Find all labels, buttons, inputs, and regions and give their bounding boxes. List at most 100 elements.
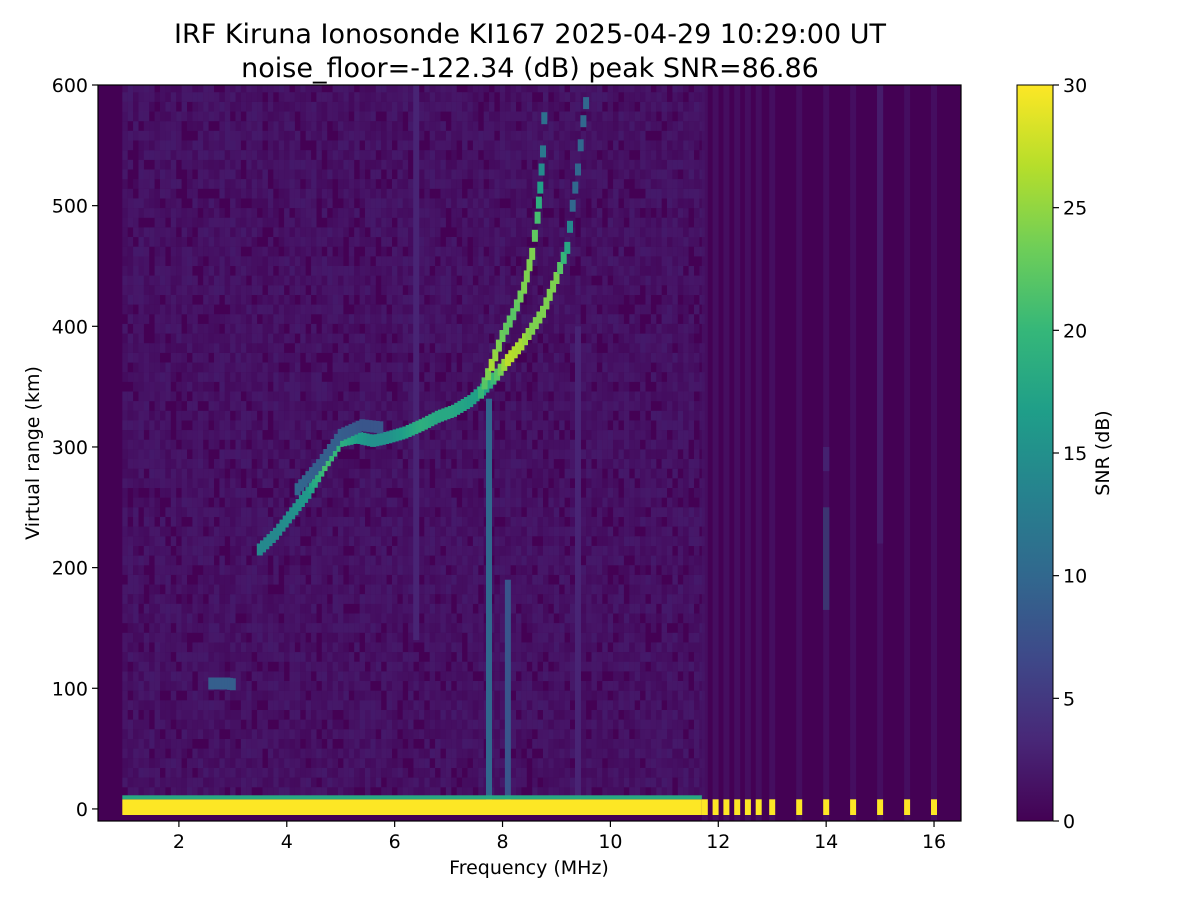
- noise-cell: [516, 111, 522, 122]
- noise-cell: [214, 623, 220, 633]
- noise-cell: [267, 642, 274, 653]
- noise-cell: [386, 111, 392, 122]
- noise-cell: [397, 555, 403, 566]
- noise-cell: [219, 150, 225, 160]
- noise-cell: [381, 681, 387, 691]
- noise-cell: [424, 488, 430, 498]
- noise-cell: [311, 516, 317, 527]
- noise-cell: [505, 150, 511, 160]
- noise-cell: [381, 362, 387, 373]
- noise-cell: [138, 536, 144, 546]
- noise-cell: [278, 294, 285, 305]
- noise-cell: [462, 333, 468, 344]
- noise-cell: [472, 632, 479, 643]
- noise-cell: [224, 584, 231, 595]
- noise-cell: [267, 681, 274, 691]
- noise-cell: [257, 748, 263, 759]
- noise-cell: [472, 488, 479, 498]
- noise-cell: [408, 710, 414, 720]
- noise-cell: [262, 294, 268, 305]
- noise-cell: [133, 632, 139, 643]
- noise-cell: [327, 777, 333, 788]
- noise-cell: [203, 478, 209, 488]
- noise-cell: [267, 671, 274, 682]
- noise-cell: [365, 217, 371, 228]
- noise-cell: [127, 92, 134, 102]
- noise-cell: [370, 565, 376, 575]
- noise-cell: [483, 198, 490, 209]
- noise-cell: [478, 642, 484, 653]
- noise-cell: [532, 710, 538, 720]
- noise-cell: [214, 169, 220, 180]
- noise-cell: [214, 661, 220, 672]
- noise-cell: [489, 314, 495, 324]
- noise-cell: [343, 710, 349, 720]
- noise-cell: [262, 468, 268, 479]
- noise-cell: [176, 613, 182, 624]
- noise-cell: [278, 430, 285, 440]
- noise-cell: [359, 488, 365, 498]
- noise-cell: [257, 343, 263, 353]
- noise-cell: [354, 632, 360, 643]
- noise-cell: [143, 188, 150, 199]
- noise-cell: [300, 545, 306, 556]
- noise-cell: [510, 169, 516, 180]
- noise-cell: [305, 681, 312, 691]
- noise-cell: [343, 536, 349, 546]
- noise-cell: [505, 121, 511, 131]
- noise-cell: [165, 362, 171, 373]
- noise-cell: [246, 391, 252, 402]
- noise-cell: [122, 256, 128, 266]
- noise-cell: [208, 603, 214, 614]
- noise-cell: [435, 748, 441, 759]
- noise-cell: [354, 613, 360, 624]
- noise-cell: [122, 642, 128, 653]
- noise-cell: [149, 449, 155, 460]
- noise-cell: [370, 352, 376, 363]
- noise-cell: [332, 507, 338, 517]
- noise-cell: [170, 352, 177, 363]
- noise-cell: [203, 323, 209, 334]
- noise-cell: [327, 787, 333, 797]
- noise-cell: [359, 92, 365, 102]
- noise-cell: [197, 227, 204, 238]
- noise-cell: [365, 584, 371, 595]
- noise-cell: [386, 323, 392, 334]
- noise-cell: [365, 333, 371, 344]
- noise-cell: [516, 410, 522, 421]
- noise-cell: [381, 420, 387, 431]
- noise-cell: [472, 188, 479, 199]
- noise-cell: [392, 603, 398, 614]
- noise-cell: [321, 729, 328, 739]
- noise-cell: [187, 526, 193, 537]
- noise-cell: [305, 420, 312, 431]
- noise-cell: [365, 603, 371, 614]
- noise-cell: [418, 217, 425, 228]
- noise-cell: [327, 159, 333, 170]
- noise-cell: [467, 294, 473, 305]
- noise-cell: [435, 140, 441, 151]
- noise-cell: [526, 603, 533, 614]
- noise-cell: [230, 198, 236, 209]
- noise-cell: [294, 140, 301, 151]
- noise-cell: [160, 101, 166, 112]
- noise-cell: [138, 169, 144, 180]
- noise-cell: [370, 574, 376, 585]
- noise-cell: [122, 266, 128, 276]
- noise-cell: [510, 642, 516, 653]
- noise-cell: [510, 516, 516, 527]
- noise-cell: [192, 285, 198, 295]
- noise-cell: [386, 758, 392, 768]
- noise-cell: [181, 391, 187, 402]
- noise-cell: [208, 623, 214, 633]
- noise-cell: [332, 478, 338, 488]
- noise-cell: [138, 343, 144, 353]
- noise-cell: [289, 275, 295, 286]
- noise-cell: [429, 710, 436, 720]
- noise-cell: [138, 285, 144, 295]
- noise-cell: [359, 101, 365, 112]
- noise-cell: [532, 343, 538, 353]
- noise-cell: [170, 208, 177, 218]
- noise-cell: [451, 188, 457, 199]
- noise-cell: [478, 603, 484, 614]
